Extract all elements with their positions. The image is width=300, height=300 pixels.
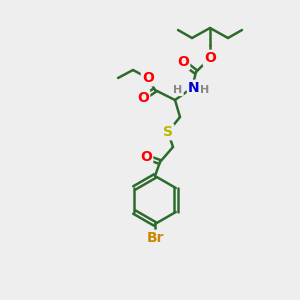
Text: N: N [188, 81, 200, 95]
Text: H: H [200, 85, 210, 95]
Text: O: O [140, 150, 152, 164]
Text: O: O [142, 71, 154, 85]
Text: H: H [173, 85, 183, 95]
Text: S: S [163, 125, 173, 139]
Text: O: O [204, 51, 216, 65]
Text: O: O [137, 91, 149, 105]
Text: O: O [177, 55, 189, 69]
Text: Br: Br [146, 231, 164, 245]
